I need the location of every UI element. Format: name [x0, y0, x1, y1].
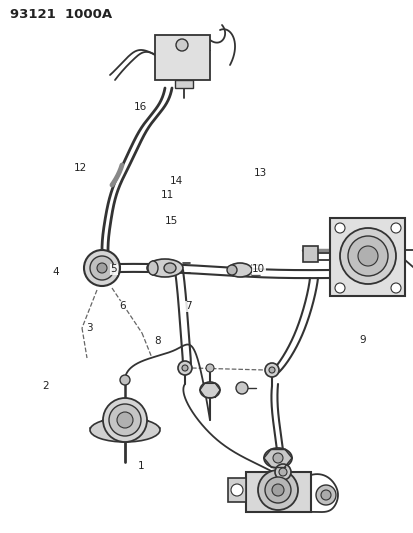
Text: 1: 1 [137, 462, 144, 471]
Bar [329, 218, 404, 296]
Ellipse shape [147, 259, 183, 277]
Circle shape [334, 223, 344, 233]
Ellipse shape [90, 418, 159, 442]
Text: 6: 6 [119, 302, 125, 311]
Circle shape [272, 453, 282, 463]
Text: 10: 10 [252, 264, 265, 274]
Circle shape [235, 382, 247, 394]
Circle shape [97, 263, 107, 273]
Text: 14: 14 [169, 176, 182, 186]
Ellipse shape [147, 261, 158, 275]
Circle shape [347, 236, 387, 276]
Circle shape [320, 490, 330, 500]
Text: 15: 15 [165, 216, 178, 226]
Bar [154, 35, 209, 80]
Circle shape [109, 404, 141, 436]
Circle shape [176, 39, 188, 51]
Circle shape [103, 398, 147, 442]
Text: 12: 12 [74, 163, 87, 173]
Circle shape [84, 250, 120, 286]
Text: 3: 3 [85, 323, 92, 333]
Bar [302, 246, 317, 262]
Text: 16: 16 [134, 102, 147, 111]
Text: 4: 4 [52, 267, 59, 277]
Text: 7: 7 [185, 302, 191, 311]
Circle shape [264, 363, 278, 377]
Circle shape [90, 256, 114, 280]
Ellipse shape [164, 263, 176, 273]
Text: 13: 13 [254, 168, 267, 178]
Text: 8: 8 [154, 336, 160, 346]
Circle shape [120, 375, 130, 385]
Circle shape [257, 470, 297, 510]
Circle shape [268, 367, 274, 373]
Circle shape [274, 464, 290, 480]
Circle shape [339, 228, 395, 284]
Ellipse shape [199, 382, 219, 398]
Circle shape [390, 283, 400, 293]
Circle shape [117, 412, 133, 428]
Bar [245, 472, 310, 512]
Bar [175, 80, 192, 88]
Circle shape [182, 365, 188, 371]
Ellipse shape [228, 263, 252, 277]
Ellipse shape [263, 448, 291, 468]
Circle shape [178, 361, 192, 375]
Circle shape [264, 477, 290, 503]
Text: 93121  1000A: 93121 1000A [10, 8, 112, 21]
Circle shape [357, 246, 377, 266]
Circle shape [271, 484, 283, 496]
Circle shape [390, 223, 400, 233]
Text: 2: 2 [42, 382, 49, 391]
Circle shape [278, 468, 286, 476]
Text: 9: 9 [358, 335, 365, 344]
Circle shape [206, 364, 214, 372]
Ellipse shape [226, 265, 236, 275]
Circle shape [334, 283, 344, 293]
Text: 11: 11 [161, 190, 174, 199]
Circle shape [230, 484, 242, 496]
Circle shape [315, 485, 335, 505]
Bar [228, 478, 245, 502]
Text: 5: 5 [110, 264, 117, 274]
